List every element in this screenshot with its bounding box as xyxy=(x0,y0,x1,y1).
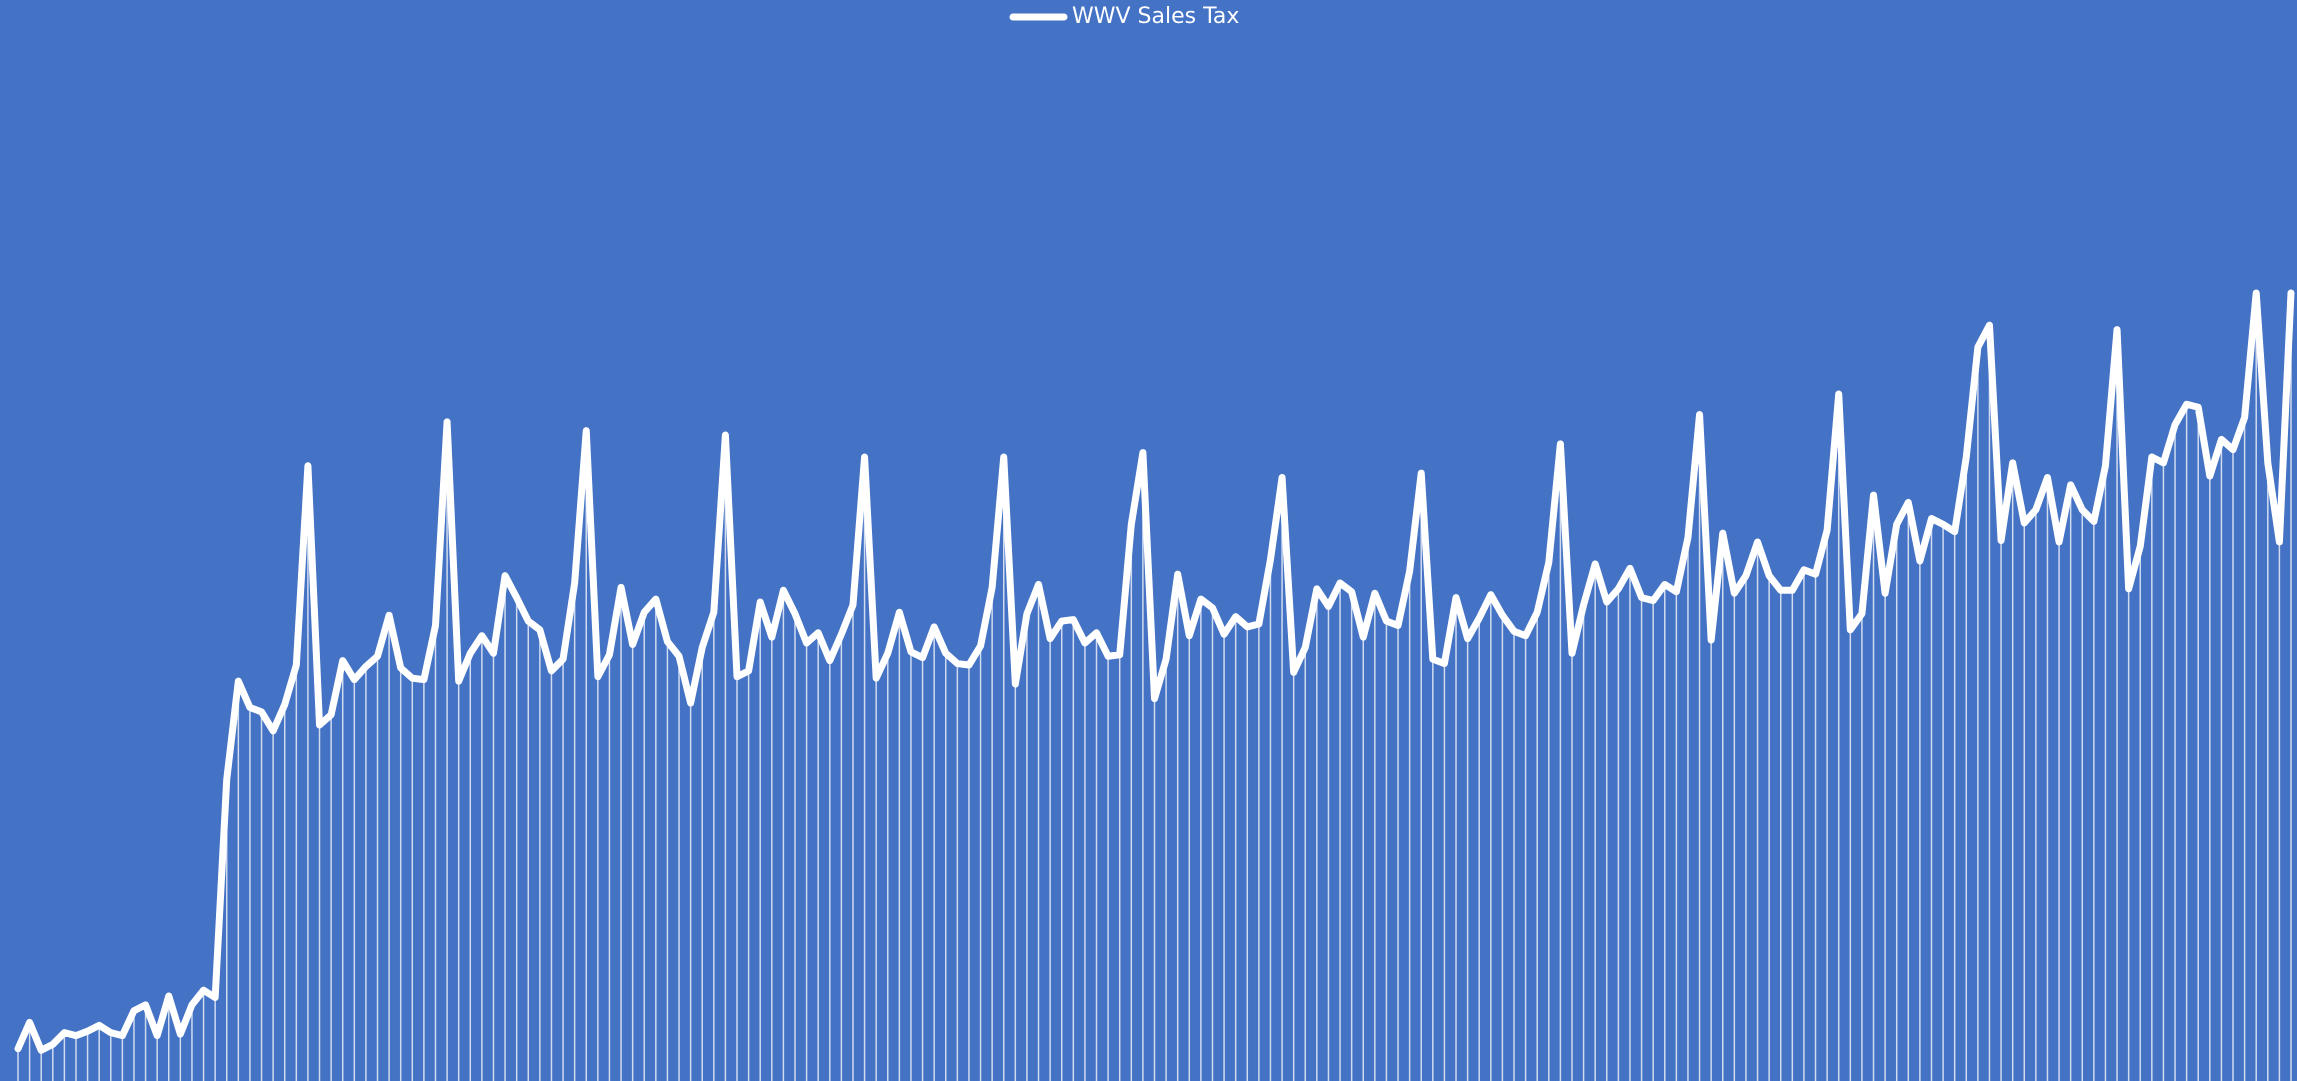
legend-label: WWV Sales Tax xyxy=(1072,4,1239,29)
series-line xyxy=(14,289,2295,1054)
